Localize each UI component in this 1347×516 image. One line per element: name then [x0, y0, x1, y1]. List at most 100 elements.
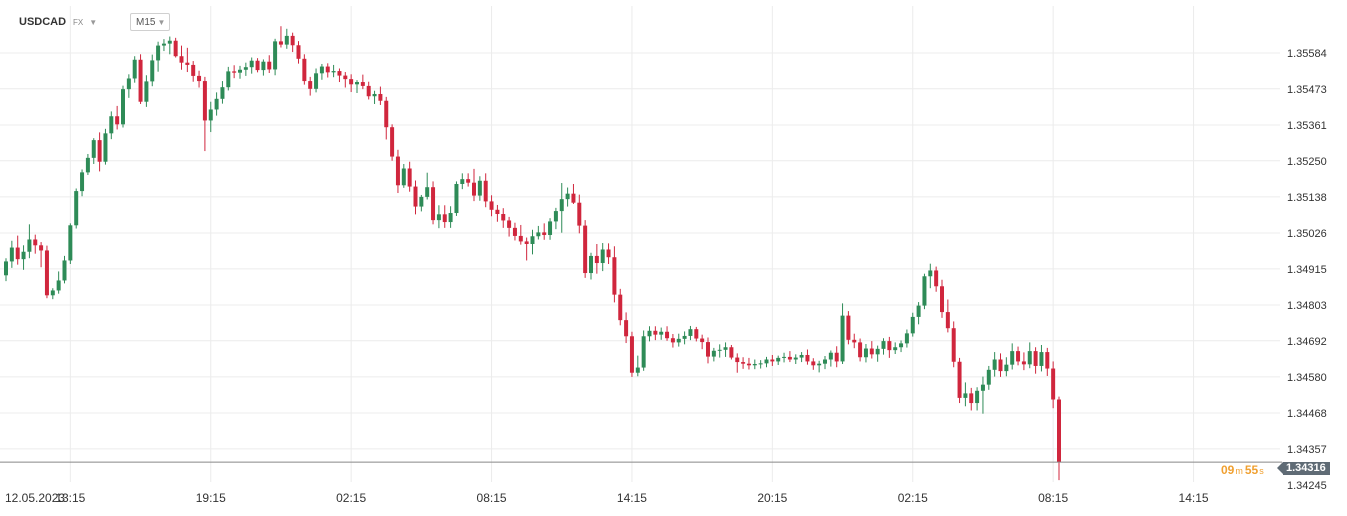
- candle: [799, 352, 804, 363]
- candle-body: [466, 179, 471, 183]
- candle-body: [343, 75, 348, 80]
- candle-body: [799, 354, 804, 358]
- timeframe-dropdown[interactable]: M15 ▼: [130, 13, 171, 31]
- candle: [583, 220, 588, 278]
- candle: [665, 326, 670, 341]
- candle: [787, 351, 792, 363]
- candle: [255, 58, 260, 73]
- candle: [776, 355, 781, 365]
- candle: [594, 243, 599, 274]
- candle: [372, 90, 377, 104]
- candle-body: [21, 251, 26, 260]
- candle: [741, 357, 746, 369]
- candle-body: [530, 236, 535, 244]
- candle-body: [881, 341, 886, 349]
- candle: [483, 173, 488, 208]
- candle: [904, 329, 909, 348]
- candle-body: [653, 330, 658, 335]
- candle-body: [273, 41, 278, 70]
- candle: [928, 263, 933, 289]
- candle-body: [442, 214, 447, 223]
- candle-body: [1039, 352, 1044, 366]
- candle: [319, 63, 324, 80]
- candle-body: [1004, 364, 1009, 372]
- candle: [50, 288, 55, 300]
- candle: [460, 173, 465, 190]
- candle: [986, 365, 991, 390]
- candle: [4, 258, 8, 282]
- candle: [875, 345, 880, 362]
- candle: [975, 387, 980, 411]
- candle-body: [331, 71, 336, 73]
- candle-body: [27, 239, 32, 252]
- candle: [454, 181, 459, 216]
- candle-body: [612, 257, 617, 295]
- candle-body: [489, 201, 494, 210]
- time-tick-label: 14:15: [617, 491, 647, 505]
- candle-body: [553, 211, 558, 222]
- candle-body: [741, 362, 746, 364]
- candle-body: [74, 191, 79, 226]
- candle: [179, 45, 184, 70]
- candle-body: [319, 66, 324, 74]
- symbol-text: USDCAD: [19, 16, 67, 28]
- time-tick-label: 19:15: [196, 491, 226, 505]
- candle-body: [156, 45, 161, 61]
- candle: [220, 81, 225, 104]
- candle-body: [284, 35, 289, 45]
- candle-body: [191, 64, 196, 76]
- candle: [635, 355, 640, 377]
- time-tick-label: 02:15: [336, 491, 366, 505]
- candle: [401, 163, 406, 188]
- candle: [969, 387, 974, 411]
- candle-body: [121, 89, 125, 125]
- candle: [431, 181, 436, 225]
- price-tick-label: 1.34915: [1287, 264, 1327, 276]
- candle-body: [103, 133, 108, 162]
- candle-body: [255, 60, 260, 71]
- symbol-label[interactable]: USDCAD: [19, 14, 66, 30]
- market-dropdown[interactable]: FX ▼: [73, 14, 97, 30]
- candle-body: [325, 66, 330, 73]
- candle-body: [1051, 368, 1056, 400]
- price-tick-label: 1.34357: [1287, 444, 1327, 456]
- candle-body: [261, 61, 266, 71]
- candle: [1039, 344, 1044, 372]
- candle: [600, 243, 605, 272]
- candle: [653, 326, 658, 341]
- candle-body: [787, 356, 792, 360]
- candle: [641, 330, 646, 371]
- candle: [618, 288, 623, 326]
- candle: [366, 81, 371, 100]
- time-tick-label: 08:15: [477, 491, 507, 505]
- candle-body: [337, 71, 342, 76]
- candle-body: [372, 93, 377, 97]
- candle-body: [413, 186, 418, 207]
- candle: [121, 85, 125, 128]
- candle-body: [91, 140, 96, 158]
- candle-body: [863, 348, 868, 358]
- candle: [589, 252, 593, 280]
- candle: [15, 235, 20, 265]
- time-tick-label: 08:15: [1038, 491, 1068, 505]
- candle-body: [366, 85, 371, 97]
- price-tick-label: 1.35138: [1287, 192, 1327, 204]
- candle: [21, 245, 26, 270]
- candle: [109, 111, 114, 140]
- candle: [793, 354, 798, 365]
- candle: [817, 360, 822, 373]
- candle-body: [828, 352, 833, 360]
- candle-body: [144, 81, 149, 102]
- candle: [425, 172, 430, 200]
- candle: [612, 246, 617, 303]
- candle: [261, 59, 266, 76]
- candle: [963, 382, 968, 407]
- candle-body: [986, 369, 991, 385]
- candle-body: [243, 67, 248, 70]
- candle: [343, 72, 348, 88]
- candle: [711, 347, 716, 362]
- candle-body: [717, 349, 722, 351]
- candle-body: [115, 116, 120, 125]
- time-tick-label: 02:15: [898, 491, 928, 505]
